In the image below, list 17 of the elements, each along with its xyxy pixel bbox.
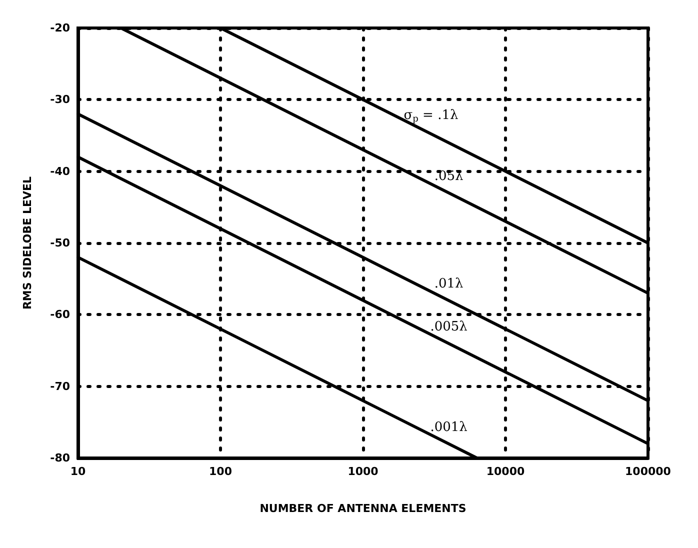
y-tick-label: -40 bbox=[50, 164, 70, 178]
y-axis-title: RMS SIDELOBE LEVEL bbox=[21, 176, 34, 310]
series-label: .01λ bbox=[434, 276, 464, 292]
x-tick-label: 100 bbox=[209, 465, 232, 478]
x-tick-label: 100000 bbox=[625, 465, 672, 478]
series-label: .005λ bbox=[430, 319, 468, 334]
y-tick-label: -80 bbox=[50, 452, 70, 464]
x-tick-label: 1000 bbox=[348, 465, 379, 478]
y-tick-label: -20 bbox=[50, 22, 70, 34]
y-tick-label: -30 bbox=[50, 93, 70, 106]
y-tick-label: -70 bbox=[50, 380, 70, 393]
y-tick-label: -50 bbox=[50, 236, 70, 250]
x-tick-label: 10000 bbox=[486, 465, 525, 478]
x-axis-title: NUMBER OF ANTENNA ELEMENTS bbox=[260, 502, 466, 515]
y-tick-label: -60 bbox=[50, 308, 70, 322]
series-label: .001λ bbox=[430, 420, 468, 435]
x-tick-label: 10 bbox=[70, 465, 86, 478]
